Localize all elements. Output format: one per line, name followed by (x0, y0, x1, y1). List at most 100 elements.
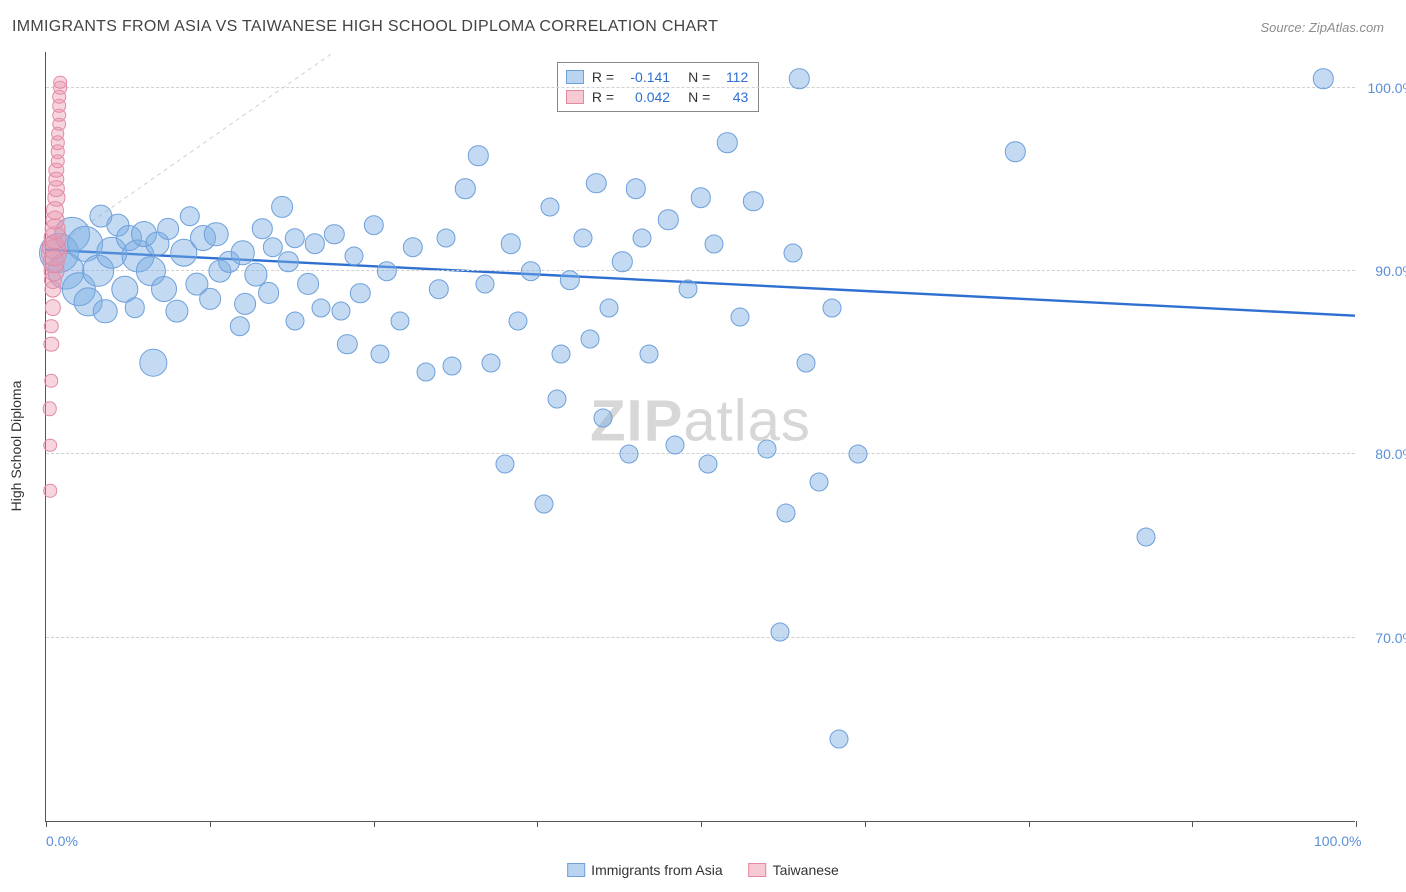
data-point (639, 344, 658, 363)
series-legend-item: Immigrants from Asia (567, 862, 722, 878)
data-point (455, 178, 475, 198)
data-point (789, 68, 809, 88)
data-point (823, 298, 842, 317)
watermark: ZIPatlas (590, 388, 811, 455)
data-point (468, 145, 488, 165)
data-point (271, 196, 293, 218)
data-point (508, 311, 527, 330)
data-point (658, 209, 678, 229)
x-tick-label: 100.0% (1314, 833, 1361, 849)
x-tick (374, 821, 375, 827)
x-tick-label: 0.0% (46, 833, 78, 849)
data-point (230, 240, 255, 265)
data-point (770, 623, 789, 642)
data-point (698, 454, 717, 473)
data-point (541, 197, 560, 216)
grid-line (46, 87, 1355, 88)
data-point (501, 233, 521, 253)
x-tick (46, 821, 47, 827)
data-point (140, 349, 167, 376)
data-point (180, 206, 200, 226)
data-point (783, 243, 802, 262)
source-label: Source: ZipAtlas.com (1260, 20, 1384, 35)
x-tick (537, 821, 538, 827)
y-tick-label: 70.0% (1375, 630, 1406, 646)
data-point (363, 215, 383, 235)
legend-swatch (749, 863, 767, 877)
data-point (705, 234, 724, 253)
legend-r-label: R = (592, 67, 614, 87)
x-tick (1356, 821, 1357, 827)
data-point (125, 297, 145, 317)
series-legend: Immigrants from Asia Taiwanese (567, 862, 839, 878)
data-point (234, 293, 256, 315)
data-point (337, 334, 357, 354)
data-point (390, 311, 409, 330)
y-tick-label: 100.0% (1368, 80, 1406, 96)
data-point (757, 439, 776, 458)
data-point (258, 282, 280, 304)
data-point (285, 311, 304, 330)
data-point (376, 261, 396, 281)
x-tick (865, 821, 866, 827)
data-point (443, 357, 462, 376)
legend-row: R =0.042N =43 (566, 87, 748, 107)
data-point (678, 280, 697, 299)
y-tick-label: 80.0% (1375, 446, 1406, 462)
data-point (43, 484, 57, 498)
data-point (1005, 142, 1025, 162)
data-point (849, 445, 868, 464)
data-point (482, 353, 501, 372)
trend-lines (46, 52, 1355, 821)
series-legend-label: Immigrants from Asia (591, 862, 722, 878)
x-tick (1029, 821, 1030, 827)
data-point (520, 261, 540, 281)
data-point (165, 300, 188, 323)
data-point (93, 299, 118, 324)
data-point (44, 300, 60, 316)
data-point (436, 229, 455, 248)
legend-r-label: R = (592, 87, 614, 107)
data-point (44, 319, 59, 334)
data-point (350, 283, 370, 303)
data-point (475, 274, 494, 293)
data-point (44, 337, 59, 352)
data-point (547, 390, 566, 409)
grid-line (46, 270, 1355, 271)
data-point (230, 316, 250, 336)
chart-title: IMMIGRANTS FROM ASIA VS TAIWANESE HIGH S… (12, 18, 718, 36)
data-point (612, 252, 632, 272)
data-point (157, 218, 179, 240)
data-point (574, 229, 593, 248)
data-point (252, 219, 272, 239)
x-tick (1192, 821, 1193, 827)
legend-row: R =-0.141N =112 (566, 67, 748, 87)
data-point (796, 353, 815, 372)
data-point (43, 438, 57, 452)
data-point (429, 279, 449, 299)
legend-swatch (566, 90, 584, 104)
data-point (665, 436, 684, 455)
data-point (285, 228, 305, 248)
data-point (495, 454, 514, 473)
data-point (717, 132, 737, 152)
data-point (54, 75, 68, 89)
data-point (809, 472, 828, 491)
legend-r-value: -0.141 (622, 67, 670, 87)
data-point (1313, 68, 1333, 88)
data-point (416, 362, 435, 381)
data-point (199, 288, 221, 310)
legend-n-value: 43 (718, 87, 748, 107)
data-point (44, 374, 58, 388)
series-legend-item: Taiwanese (749, 862, 839, 878)
legend-n-label: N = (688, 87, 710, 107)
x-tick (701, 821, 702, 827)
data-point (151, 276, 177, 302)
data-point (691, 187, 711, 207)
watermark-rest: atlas (683, 389, 811, 454)
plot-area: ZIPatlas R =-0.141N =112R =0.042N =43 70… (45, 52, 1355, 822)
data-point (297, 273, 319, 295)
data-point (1137, 527, 1156, 546)
grid-line (46, 453, 1355, 454)
data-point (593, 408, 612, 427)
